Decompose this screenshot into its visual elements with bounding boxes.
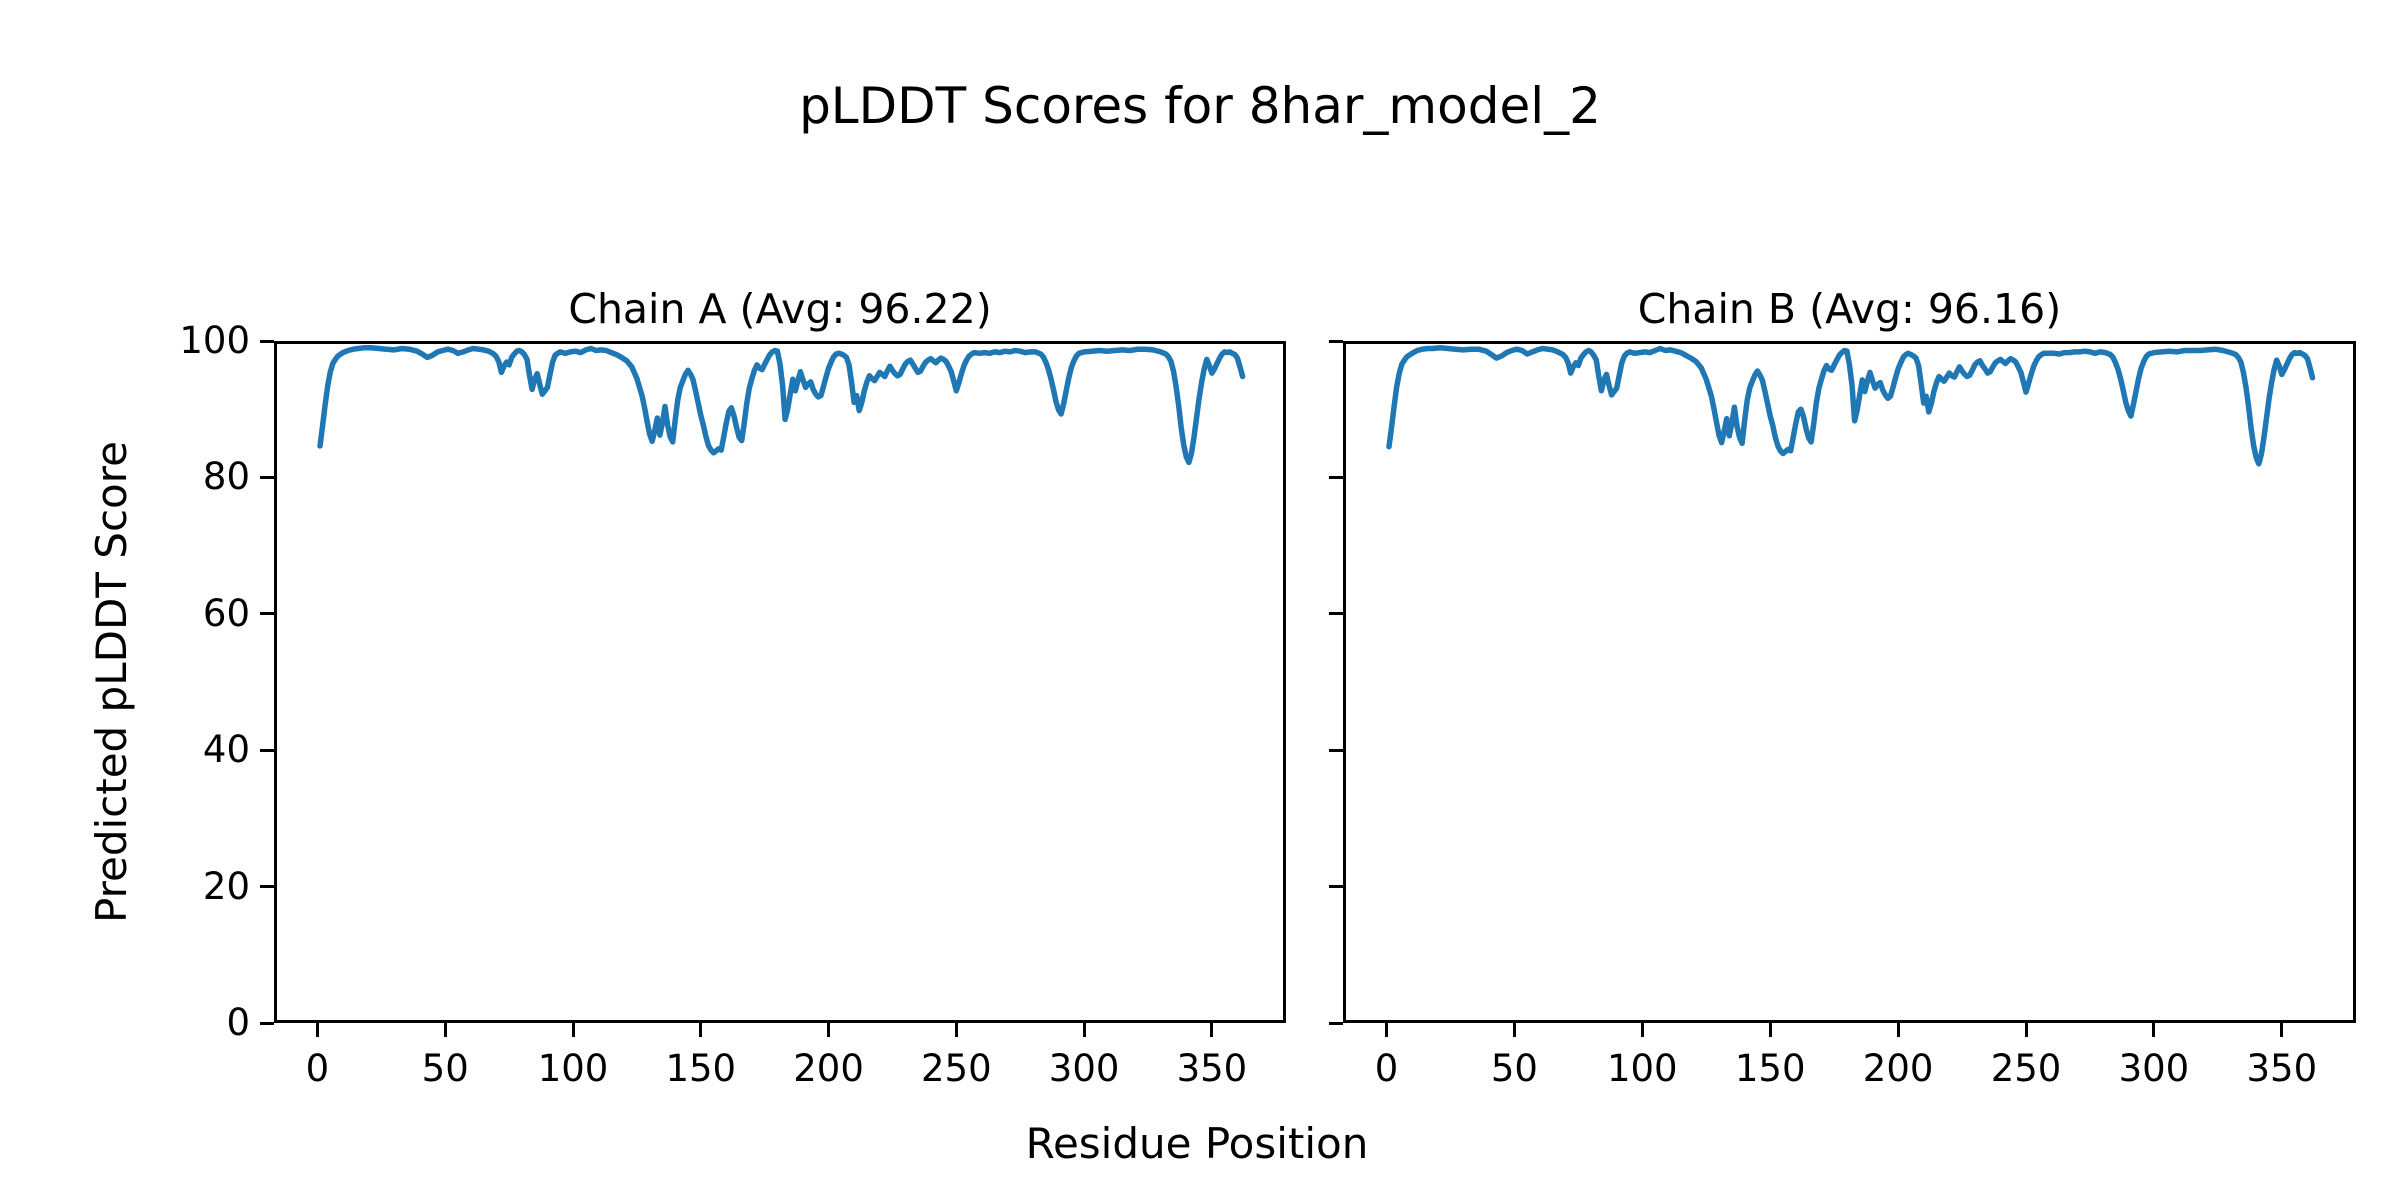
x-tick-mark [2280,1023,2284,1037]
x-tick-label: 50 [421,1047,469,1090]
x-tick-mark [1384,1023,1388,1037]
y-tick-mark [260,1021,274,1025]
x-tick-mark [1082,1023,1086,1037]
x-tick-label: 300 [2118,1047,2190,1090]
x-tick-label: 0 [305,1047,330,1090]
x-tick-label: 100 [1606,1047,1678,1090]
x-tick-label: 150 [665,1047,737,1090]
y-tick-label: 40 [202,728,250,772]
x-tick-mark [1896,1023,1900,1037]
x-tick-mark [571,1023,575,1037]
x-tick-label: 100 [537,1047,609,1090]
x-tick-label: 350 [2246,1047,2318,1090]
chain-b-title: Chain B (Avg: 96.16) [1637,285,2062,333]
chain-a-plot-frame [274,341,1286,1023]
x-tick-label: 200 [793,1047,864,1090]
y-tick-mark [1329,885,1343,889]
x-tick-label: 300 [1048,1047,1120,1090]
x-tick-label: 250 [1990,1047,2062,1090]
x-axis-label: Residue Position [1025,1119,1369,1168]
x-tick-label: 0 [1374,1047,1399,1090]
chain-b-plot: 0 50 100 150 200 250 300 350 [1329,339,2356,1090]
x-tick-label: 350 [1176,1047,1248,1090]
y-tick-mark [260,475,274,479]
chain-b-line-chart [1386,345,2316,467]
chain-a-plot: 0 50 100 150 200 250 300 350 0 20 40 60 80 100 [179,319,1286,1090]
x-tick-mark [699,1023,703,1037]
y-tick-mark [260,339,274,343]
y-tick-label: 0 [226,1001,250,1044]
x-tick-label: 50 [1490,1047,1538,1090]
y-tick-mark [1329,339,1343,343]
y-tick-mark [1329,612,1343,616]
x-tick-mark [1640,1023,1644,1037]
figure-title: pLDDT Scores for 8har_model_2 [799,77,1601,135]
y-tick-mark [1329,1021,1343,1025]
y-tick-mark [260,885,274,889]
x-tick-mark [2152,1023,2156,1037]
y-tick-mark [1329,748,1343,752]
x-tick-label: 250 [921,1047,992,1090]
y-tick-mark [260,748,274,752]
y-tick-mark [260,612,274,616]
y-axis-label: Predicted pLDDT Score [87,441,136,923]
x-tick-mark [827,1023,831,1037]
plddt-line-chain-a [317,345,1246,466]
y-tick-label: 80 [202,455,250,499]
x-tick-mark [315,1023,319,1037]
x-tick-mark [443,1023,447,1037]
chain-a-line-chart [317,345,1246,466]
y-tick-label: 100 [179,319,250,362]
x-tick-mark [954,1023,958,1037]
y-tick-label: 20 [202,864,250,908]
x-tick-mark [1210,1023,1214,1037]
plddt-line-chain-b [1386,345,2316,467]
chain-b-plot-frame [1343,341,2356,1023]
x-tick-label: 200 [1862,1047,1934,1090]
y-tick-mark [1329,475,1343,479]
y-tick-label: 60 [202,591,250,635]
x-tick-mark [2024,1023,2028,1037]
x-tick-mark [1512,1023,1516,1037]
x-tick-mark [1768,1023,1772,1037]
x-tick-label: 150 [1734,1047,1806,1090]
chain-a-title: Chain A (Avg: 96.22) [568,285,992,333]
